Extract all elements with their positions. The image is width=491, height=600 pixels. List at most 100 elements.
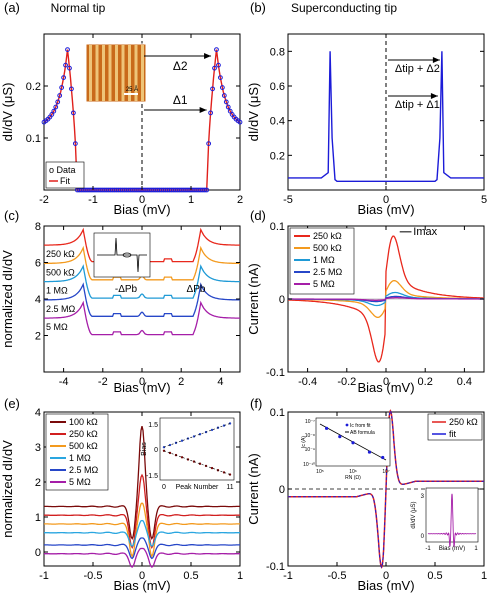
x-tick-label: -4 xyxy=(59,376,69,388)
x-tick-label: 0.4 xyxy=(457,376,472,388)
peak-inset xyxy=(159,417,235,481)
x-tick-label: 0 xyxy=(139,570,145,582)
delta2-arrow-head xyxy=(204,53,212,59)
ic-point xyxy=(325,426,329,430)
series-label: 1 MΩ xyxy=(46,286,68,296)
series-line xyxy=(44,502,240,558)
x-tick-label: 0 xyxy=(383,570,389,582)
data-point xyxy=(206,141,212,147)
x-tick-label: 0 xyxy=(139,376,145,388)
y-axis-label: normalized dI/dV xyxy=(0,440,15,538)
stm-stripe xyxy=(108,45,112,101)
inset-point xyxy=(222,471,226,474)
stm-stripe xyxy=(115,45,118,101)
data-point xyxy=(219,85,225,90)
inset-ytick: 10⁻⁸ xyxy=(305,433,315,439)
annotation-delta1: Δ1 xyxy=(173,93,188,107)
didv-trace xyxy=(427,493,477,547)
data-point xyxy=(59,85,65,90)
x-tick-label: 2 xyxy=(237,194,243,206)
legend-entry: 1 MΩ xyxy=(313,255,335,265)
data-point xyxy=(72,141,78,147)
y-tick-label: -0.1 xyxy=(266,367,285,379)
inset-ytick: 0 xyxy=(421,534,425,540)
x-axis-label: Bias (mV) xyxy=(357,380,414,395)
x-tick-label: -0.4 xyxy=(298,376,317,388)
x-axis-label: Bias (mV) xyxy=(113,202,170,217)
y-tick-label: 0.1 xyxy=(270,407,285,419)
y-tick-label: -0.1 xyxy=(266,561,285,573)
data-point xyxy=(51,108,57,114)
series-line xyxy=(44,473,240,549)
inset-ylabel: dI/dV (μS) xyxy=(411,501,417,528)
inset-point xyxy=(228,473,232,476)
delta1-arrow-head xyxy=(199,107,207,113)
data-point xyxy=(69,86,74,92)
inset-xtick: 11 xyxy=(226,484,233,491)
y-tick-label: 8 xyxy=(35,221,41,233)
x-tick-label: -0.5 xyxy=(84,570,103,582)
fit-line xyxy=(288,409,484,569)
inset-xtick: 0 xyxy=(162,484,166,491)
ic-legend-marker xyxy=(345,423,349,427)
legend-entry: 250 kΩ xyxy=(449,417,478,427)
data-point xyxy=(208,110,214,116)
ic-legend-bg xyxy=(344,421,388,437)
inset-ytick: 10⁻⁹ xyxy=(305,447,315,453)
ic-legend-entry: AB formula xyxy=(350,430,375,436)
data-point xyxy=(53,104,59,110)
x-axis-label: Bias (mV) xyxy=(357,578,414,593)
data-point xyxy=(225,104,231,110)
inset-xtick: 1 xyxy=(474,546,478,552)
series-line xyxy=(288,235,484,363)
ic-point xyxy=(351,441,355,445)
inset-point xyxy=(192,435,196,438)
stm-stripe xyxy=(128,45,131,101)
inset-point xyxy=(198,433,202,436)
y-tick-label: 0 xyxy=(279,294,285,306)
y-tick-label: 0 xyxy=(279,484,285,496)
x-tick-label: 1 xyxy=(481,570,487,582)
annotation-delta2: Δ2 xyxy=(173,59,188,73)
data-point xyxy=(67,65,72,71)
series-line xyxy=(44,537,240,560)
inset-xtick: -1 xyxy=(425,546,431,552)
legend-data: o Data xyxy=(49,165,76,175)
inset-point xyxy=(198,462,202,465)
inset-xtick: 10⁵ xyxy=(316,469,324,475)
ic-point xyxy=(338,435,342,439)
series-line xyxy=(44,300,240,336)
legend-box xyxy=(427,413,483,441)
y-tick-label: 0.2 xyxy=(270,150,285,162)
series-line xyxy=(44,519,240,547)
series-line xyxy=(44,282,240,317)
series-line xyxy=(288,297,484,301)
x-tick-label: 0 xyxy=(383,376,389,388)
data-point xyxy=(218,75,223,80)
panel-label: (e) xyxy=(4,396,20,411)
annotation-delta-pb: ΔPb xyxy=(187,284,206,295)
data-point xyxy=(204,187,210,193)
data-point xyxy=(61,75,66,80)
y-axis-label: normalized dI/dV xyxy=(0,250,15,348)
y-tick-label: 4 xyxy=(35,407,41,419)
x-tick-label: 2 xyxy=(178,376,184,388)
inset-ytick: 0 xyxy=(154,447,158,454)
x-tick-label: 0.2 xyxy=(418,376,433,388)
x-tick-label: 5 xyxy=(481,194,487,206)
panel-title: Superconducting tip xyxy=(291,1,397,15)
inset-ytick: 3 xyxy=(421,494,425,500)
delta-tip1-arrow-head xyxy=(430,93,438,99)
y-axis-label: dI/dV (μS) xyxy=(0,83,15,142)
x-tick-label: -1 xyxy=(39,570,49,582)
inset-xtick: 10⁶ xyxy=(349,469,357,475)
delta-tip2-arrow-head xyxy=(432,57,440,63)
stm-stripe xyxy=(134,45,138,101)
inset-ytick: -1.5 xyxy=(146,473,158,480)
panel-title: Normal tip xyxy=(51,1,106,15)
x-tick-label: 4 xyxy=(217,376,223,388)
data-point xyxy=(223,99,229,105)
legend-entry: 5 MΩ xyxy=(69,477,91,487)
legend-fit: Fit xyxy=(60,176,70,186)
